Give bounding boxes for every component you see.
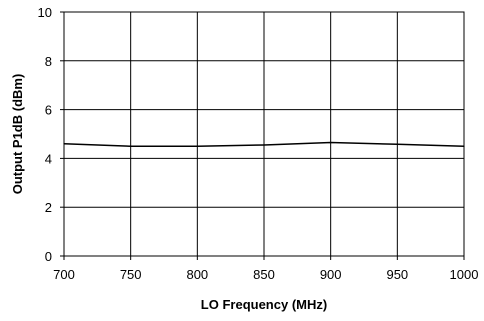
data-point [396,143,398,145]
data-point [63,143,65,145]
data-point [196,145,198,147]
x-tick-label: 800 [186,267,208,282]
x-axis: 700 750 800 850 900 950 1000 [53,256,478,282]
x-tick-label: 750 [120,267,142,282]
y-tick-label: 10 [38,5,52,20]
x-tick-label: 950 [386,267,408,282]
data-point [330,141,332,144]
x-tick-label: 700 [53,267,75,282]
series-layer [63,141,465,147]
x-tick-label: 900 [320,267,342,282]
data-point [263,144,265,146]
y-tick-label: 4 [45,151,52,166]
y-tick-label: 8 [45,54,52,69]
x-axis-title: LO Frequency (MHz) [201,297,327,312]
data-point [130,145,132,147]
x-tick-label: 1000 [450,267,479,282]
data-point [463,145,465,147]
y-axis-title: Output P1dB (dBm) [10,74,25,195]
y-tick-label: 2 [45,200,52,215]
y-tick-label: 6 [45,103,52,118]
x-tick-label: 850 [253,267,275,282]
y-axis: 0 2 4 6 8 10 [38,5,64,264]
grid [63,11,465,257]
y-tick-label: 0 [45,249,52,264]
